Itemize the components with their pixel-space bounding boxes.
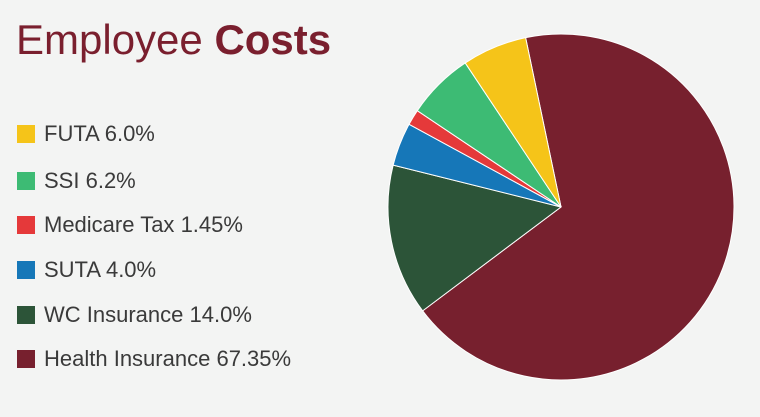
legend-name: FUTA <box>44 121 100 146</box>
legend-name: Medicare Tax <box>44 212 174 237</box>
pie <box>387 33 735 381</box>
title-regular: Employee <box>16 16 203 63</box>
legend-name: SSI <box>44 168 79 193</box>
chart-title: Employee Costs <box>16 16 331 63</box>
legend-swatch <box>17 125 35 143</box>
legend-value: 67.35% <box>216 346 291 371</box>
pie-slice <box>421 33 735 381</box>
legend-swatch <box>17 261 35 279</box>
legend-name: SUTA <box>44 257 101 282</box>
legend-label: SSI 6.2% <box>44 168 136 193</box>
legend-name: WC Insurance <box>44 302 183 327</box>
legend-label: FUTA 6.0% <box>44 121 155 146</box>
legend-value: 6.0% <box>105 121 155 146</box>
legend: FUTA 6.0% SSI 6.2% Medicare Tax 1.45% SUTA … <box>17 121 291 371</box>
pie-slice <box>464 37 562 208</box>
legend-value: 4.0% <box>106 257 156 282</box>
legend-swatch <box>17 216 35 234</box>
title-bold: Costs <box>214 16 331 63</box>
pie-slice <box>387 164 563 312</box>
legend-name: Health Insurance <box>44 346 210 371</box>
legend-swatch <box>17 350 35 368</box>
legend-label: Health Insurance 67.35% <box>44 346 291 371</box>
legend-label: Medicare Tax 1.45% <box>44 212 243 237</box>
legend-label: WC Insurance 14.0% <box>44 302 252 327</box>
legend-value: 14.0% <box>190 302 252 327</box>
legend-swatch <box>17 306 35 324</box>
legend-value: 1.45% <box>181 212 243 237</box>
legend-value: 6.2% <box>86 168 136 193</box>
legend-label: SUTA 4.0% <box>44 257 156 282</box>
legend-swatch <box>17 172 35 190</box>
